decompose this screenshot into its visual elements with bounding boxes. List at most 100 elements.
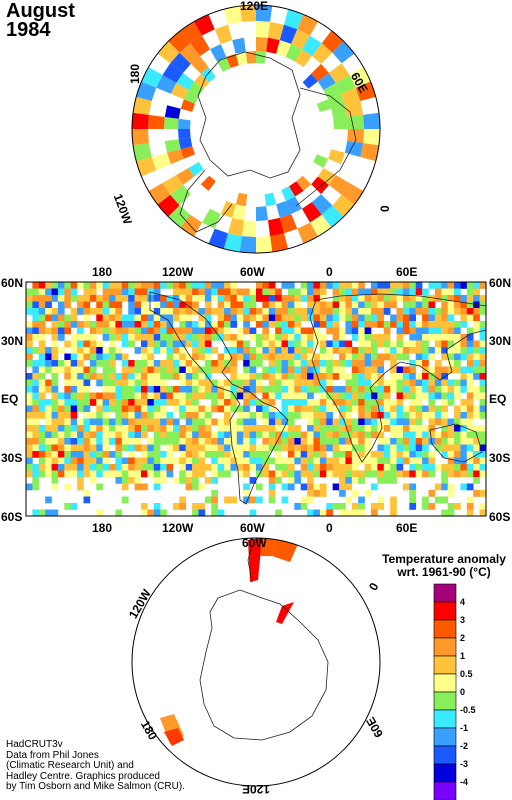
anomaly-cell <box>236 373 244 380</box>
anomaly-cell <box>102 314 110 322</box>
anomaly-cell <box>70 431 78 439</box>
anomaly-cell <box>332 194 355 217</box>
anomaly-cell <box>121 360 129 367</box>
anomaly-cell <box>134 464 142 471</box>
anomaly-cell <box>179 386 187 393</box>
anomaly-cell <box>192 288 199 296</box>
anomaly-cell <box>294 327 302 335</box>
anomaly-cell <box>313 438 321 445</box>
anomaly-cell <box>275 438 282 445</box>
anomaly-cell <box>77 425 84 432</box>
anomaly-cell <box>26 457 33 465</box>
anomaly-cell <box>287 366 295 374</box>
anomaly-cell <box>364 412 372 419</box>
anomaly-cell <box>460 438 468 445</box>
anomaly-cell <box>160 321 167 328</box>
center-bottom-lon-3: 60W <box>240 521 265 535</box>
anomaly-cell <box>262 288 270 296</box>
anomaly-cell <box>109 431 116 439</box>
anomaly-cell <box>332 41 355 64</box>
anomaly-cell <box>192 321 199 328</box>
anomaly-cell <box>326 321 333 328</box>
anomaly-cell <box>364 379 372 387</box>
anomaly-cell <box>243 392 250 400</box>
anomaly-cell <box>479 490 486 497</box>
anomaly-cell <box>402 418 410 426</box>
anomaly-cell <box>147 412 155 419</box>
anomaly-cell <box>402 444 410 452</box>
anomaly-cell <box>268 477 276 484</box>
anomaly-cell <box>363 112 380 129</box>
anomaly-cell <box>473 451 480 458</box>
anomaly-cell <box>339 360 346 367</box>
anomaly-cell <box>332 288 340 296</box>
anomaly-cell <box>466 425 474 432</box>
center-top-lon-5: 60E <box>396 265 418 279</box>
center-left-lat-1: 60N <box>1 276 24 290</box>
anomaly-cell <box>396 451 404 458</box>
anomaly-cell <box>307 509 314 516</box>
anomaly-cell <box>294 379 302 387</box>
anomaly-cell <box>460 412 468 419</box>
anomaly-cell <box>89 444 97 452</box>
anomaly-cell <box>239 5 256 22</box>
anomaly-cell <box>402 379 410 387</box>
anomaly-cell <box>371 301 378 309</box>
anomaly-cell <box>415 340 423 348</box>
anomaly-cell <box>345 412 353 419</box>
anomaly-cell <box>377 295 385 302</box>
anomaly-cell <box>83 373 91 380</box>
anomaly-cell <box>179 301 187 309</box>
anomaly-cell <box>466 314 474 322</box>
anomaly-cell <box>434 308 442 315</box>
anomaly-cell <box>211 366 218 374</box>
anomaly-cell <box>192 373 199 380</box>
anomaly-cell <box>473 340 480 348</box>
anomaly-cell <box>466 373 474 380</box>
anomaly-cell <box>313 405 321 413</box>
anomaly-cell <box>454 379 461 387</box>
anomaly-cell <box>371 360 378 367</box>
anomaly-cell <box>415 438 423 445</box>
anomaly-cell <box>364 490 372 497</box>
anomaly-cell <box>339 477 346 484</box>
anomaly-cell <box>102 464 110 471</box>
anomaly-cell <box>109 373 116 380</box>
anomaly-cell <box>185 379 193 387</box>
anomaly-cell <box>268 314 276 322</box>
anomaly-cell <box>447 431 455 439</box>
anomaly-cell <box>102 308 110 315</box>
anomaly-cell <box>287 308 295 315</box>
anomaly-cell <box>262 399 270 406</box>
north-label-upper-left: 180 <box>128 63 142 84</box>
anomaly-cell <box>454 282 461 289</box>
anomaly-cell <box>166 386 174 393</box>
anomaly-cell <box>377 503 385 510</box>
anomaly-cell <box>396 392 404 400</box>
anomaly-cell <box>121 412 129 419</box>
anomaly-cell <box>249 438 257 445</box>
anomaly-cell <box>77 483 84 491</box>
legend-swatch <box>433 781 457 800</box>
world-map-cells <box>26 282 486 516</box>
anomaly-cell <box>268 444 276 452</box>
anomaly-cell <box>153 392 161 400</box>
anomaly-cell <box>307 457 314 465</box>
anomaly-cell <box>32 327 40 335</box>
anomaly-cell <box>434 373 442 380</box>
anomaly-cell <box>70 405 78 413</box>
anomaly-cell <box>96 438 103 445</box>
anomaly-cell <box>147 470 155 478</box>
anomaly-cell <box>307 327 314 335</box>
anomaly-cell <box>281 496 289 504</box>
anomaly-cell <box>224 353 231 361</box>
anomaly-cell <box>64 295 72 302</box>
anomaly-cell <box>179 327 187 335</box>
anomaly-cell <box>281 334 289 341</box>
anomaly-cell <box>192 347 199 354</box>
anomaly-cell <box>83 321 91 328</box>
anomaly-cell <box>313 399 321 406</box>
anomaly-cell <box>415 288 423 296</box>
anomaly-cell <box>236 444 244 452</box>
anomaly-cell <box>96 431 103 439</box>
